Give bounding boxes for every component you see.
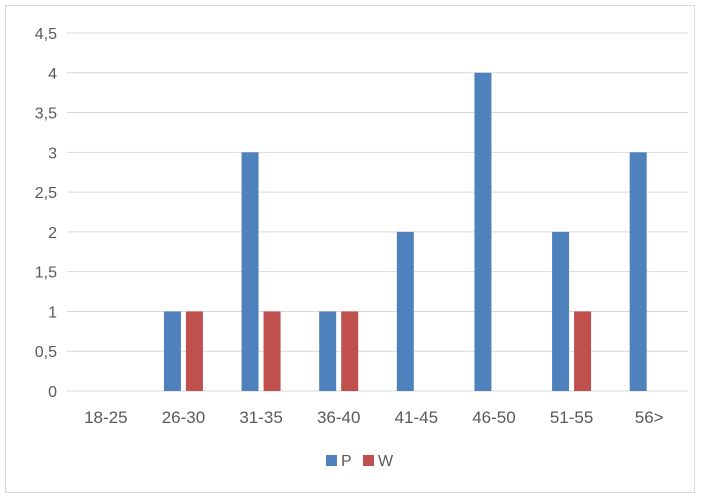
bar-w-26-30 [185,311,203,391]
x-tick-label: 41-45 [395,408,438,427]
bar-p-56> [629,152,647,391]
y-tick-label: 2,5 [35,185,57,202]
y-tick-label: 3 [48,145,57,162]
x-axis-tick-labels: 18-25 26-30 31-35 36-40 41-45 46-50 51-55 56> [84,408,664,427]
bar-p-51-55 [552,231,570,391]
x-tick-label: 51-55 [550,408,593,427]
y-tick-label: 2 [48,225,57,242]
x-tick-label: 31-35 [239,408,282,427]
y-tick-label: 1,5 [35,265,57,282]
x-tick-label: 36-40 [317,408,360,427]
bar-p-26-30 [163,311,181,391]
legend-label-w: W [378,453,394,470]
y-tick-label: 4 [48,66,57,83]
legend-swatch-w [363,455,374,466]
x-tick-label: 26-30 [162,408,205,427]
bar-p-46-50 [474,72,492,392]
bar-w-51-55 [574,311,592,391]
bar-p-36-40 [319,311,337,391]
y-tick-label: 4,5 [35,26,57,43]
y-tick-label: 1 [48,304,57,321]
bars [163,72,647,392]
x-tick-label: 46-50 [472,408,515,427]
chart-frame: 0 0,5 1 1,5 2 2,5 3 3,5 4 4,5 18-25 26-30 31-35 36-4… [5,5,695,493]
legend-label-p: P [341,453,352,470]
bar-chart: 0 0,5 1 1,5 2 2,5 3 3,5 4 4,5 18-25 26-30 31-35 36-4… [35,26,688,470]
y-tick-label: 3,5 [35,106,57,123]
y-axis-tick-labels: 0 0,5 1 1,5 2 2,5 3 3,5 4 4,5 [35,26,57,401]
gridlines [67,32,688,392]
bar-w-36-40 [341,311,359,391]
x-tick-label: 18-25 [84,408,127,427]
bar-w-31-35 [263,311,281,391]
bar-p-31-35 [241,152,259,391]
bar-p-41-45 [396,231,414,391]
x-tick-label: 56> [635,408,664,427]
legend-swatch-p [326,455,337,466]
y-tick-label: 0 [48,384,57,401]
y-tick-label: 0,5 [35,344,57,361]
